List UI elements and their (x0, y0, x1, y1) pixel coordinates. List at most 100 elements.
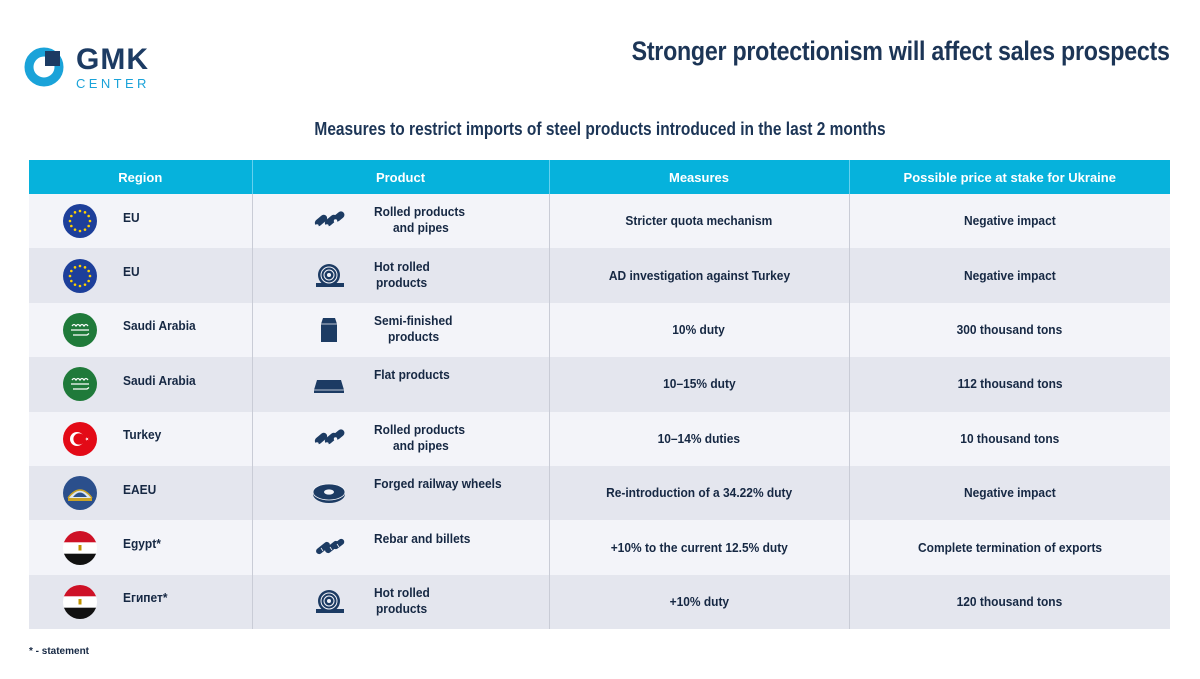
product-cell: Semi-finished products (252, 302, 550, 358)
table-row: Saudi Arabia Semi-finished products 10% … (29, 302, 1170, 358)
product-name: Rebar and billets (373, 530, 470, 546)
coil-icon (312, 263, 346, 289)
table-title: Measures to restrict imports of steel pr… (314, 119, 886, 139)
saudi-flag-icon (63, 367, 97, 402)
table-row: EU Hot rolled products AD investigation … (29, 248, 1170, 303)
measure-text: +10% duty (669, 593, 729, 609)
product-name-line2: and pipes (392, 437, 449, 453)
impact-cell: 10 thousand tons (849, 411, 1170, 466)
region-name: Turkey (123, 427, 162, 443)
table-row: EAEU Forged railway wheels Re-introducti… (29, 465, 1170, 521)
region-cell: Saudi Arabia (29, 357, 253, 412)
region-name: EU (123, 264, 140, 280)
product-name: Hot rolled (373, 258, 430, 274)
region-name: Egypt* (123, 536, 161, 552)
product-name-line2: products (376, 274, 428, 290)
wheel-icon (312, 480, 346, 506)
measure-text: Re-introduction of a 34.22% duty (605, 485, 793, 501)
eu-flag-icon (63, 204, 97, 239)
region-cell: Saudi Arabia (29, 302, 253, 358)
product-label: Rebar and billets (374, 531, 479, 563)
column-header-product: Product (252, 160, 550, 194)
region-name: EAEU (123, 481, 157, 497)
measure-cell: 10–15% duty (549, 357, 850, 412)
impact-cell: Negative impact (849, 465, 1170, 521)
product-label: Flat products (374, 367, 456, 399)
impact-cell: 300 thousand tons (849, 302, 1170, 358)
table-row: Egypt* Rebar and billets +10% to the cur… (29, 520, 1170, 575)
measure-cell: AD investigation against Turkey (549, 248, 850, 303)
impact-text: 112 thousand tons (957, 376, 1063, 392)
product-label: Semi-finished products (374, 313, 459, 345)
table-header-row: Region Product Measures Possible price a… (29, 160, 1170, 194)
impact-cell: Negative impact (849, 248, 1170, 303)
product-cell: Flat products (252, 357, 550, 412)
product-name: Forged railway wheels (373, 476, 502, 492)
product-label: Rolled products and pipes (374, 204, 473, 236)
measure-cell: +10% to the current 12.5% duty (549, 520, 850, 575)
region-cell: Egypt* (29, 520, 253, 575)
product-cell: Rolled products and pipes (252, 194, 550, 249)
product-name-line2: products (388, 328, 440, 344)
region-name: EU (123, 209, 140, 225)
region-cell: EU (29, 248, 253, 303)
egypt-flag-icon (63, 584, 97, 619)
product-cell: Forged railway wheels (252, 465, 550, 521)
logo-sub: CENTER (76, 75, 150, 91)
measure-text: AD investigation against Turkey (608, 267, 790, 283)
product-cell: Rolled products and pipes (252, 411, 550, 466)
measure-text: 10–14% duties (657, 430, 741, 446)
saudi-flag-icon (63, 312, 97, 347)
table-row: Turkey Rolled products and pipes 10–14% … (29, 411, 1170, 466)
table-row: Египет* Hot rolled products +10% duty 12… (29, 574, 1170, 630)
region-name: Saudi Arabia (123, 372, 196, 388)
region-cell: Turkey (29, 411, 253, 466)
region-cell: EU (29, 194, 253, 249)
impact-text: Negative impact (963, 213, 1056, 229)
page-title: Stronger protectionism will affect sales… (631, 36, 1170, 66)
measure-text: +10% to the current 12.5% duty (610, 539, 788, 555)
flat-icon (312, 371, 346, 397)
product-name: Rolled products (373, 421, 465, 437)
region-cell: Египет* (29, 574, 253, 630)
measures-table: Region Product Measures Possible price a… (29, 160, 1170, 630)
impact-text: 120 thousand tons (956, 593, 1063, 609)
coil-icon (312, 589, 346, 615)
column-header-region: Region (29, 160, 253, 194)
product-label: Forged railway wheels (374, 476, 513, 508)
impact-text: Complete termination of exports (917, 539, 1102, 555)
table-row: EU Rolled products and pipes Stricter qu… (29, 194, 1170, 249)
region-name: Египет* (123, 590, 168, 606)
product-cell: Hot rolled products (252, 248, 550, 303)
gmk-logo: GMK CENTER (24, 44, 150, 90)
product-label: Rolled products and pipes (374, 422, 473, 454)
product-cell: Hot rolled products (252, 574, 550, 630)
impact-text: Negative impact (963, 267, 1056, 283)
measure-cell: Re-introduction of a 34.22% duty (549, 465, 850, 521)
region-name: Saudi Arabia (123, 318, 196, 334)
impact-cell: Negative impact (849, 194, 1170, 249)
product-name: Flat products (373, 367, 450, 383)
footnote: * - statement (29, 646, 90, 657)
measure-text: 10–15% duty (662, 376, 736, 392)
region-cell: EAEU (29, 465, 253, 521)
impact-text: 300 thousand tons (956, 321, 1063, 337)
product-name: Semi-finished (373, 312, 452, 328)
measure-text: Stricter quota mechanism (625, 213, 773, 229)
eu-flag-icon (63, 258, 97, 293)
impact-cell: 112 thousand tons (849, 357, 1170, 412)
impact-text: 10 thousand tons (960, 430, 1060, 446)
egypt-flag-icon (63, 530, 97, 565)
product-name: Rolled products (373, 204, 465, 220)
product-name: Hot rolled (373, 584, 430, 600)
product-label: Hot rolled products (374, 585, 435, 617)
measure-cell: +10% duty (549, 574, 850, 630)
product-name-line2: and pipes (392, 220, 449, 236)
impact-text: Negative impact (963, 485, 1056, 501)
rebar-icon (312, 535, 346, 561)
billet-icon (312, 317, 346, 343)
product-cell: Rebar and billets (252, 520, 550, 575)
product-label: Hot rolled products (374, 259, 435, 291)
logo-name: GMK (76, 42, 149, 76)
measure-cell: Stricter quota mechanism (549, 194, 850, 249)
